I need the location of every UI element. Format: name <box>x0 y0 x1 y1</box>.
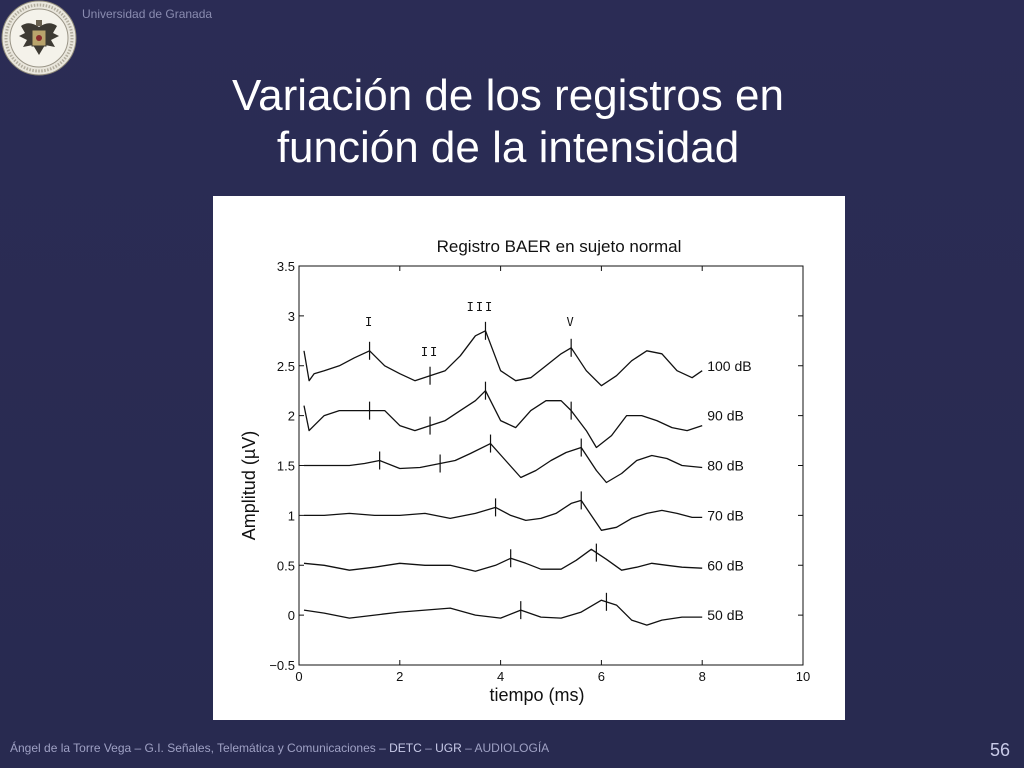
series-label: 70 dB <box>707 507 744 523</box>
footer-separator: – <box>421 741 436 755</box>
series-label: 50 dB <box>707 607 744 623</box>
trace-70-dB <box>304 499 703 531</box>
x-tick-label: 8 <box>699 669 706 684</box>
trace-60-dB <box>303 548 703 572</box>
trace-100-dB <box>303 330 703 387</box>
y-axis-label: Amplitud (µV) <box>239 431 259 540</box>
footer-course: AUDIOLOGÍA <box>474 741 550 755</box>
wave-label: I <box>365 315 374 329</box>
y-tick-label: 1.5 <box>277 459 295 474</box>
footer-credits: Ángel de la Torre Vega – G.I. Señales, T… <box>10 741 549 755</box>
series-label: 100 dB <box>707 358 751 374</box>
x-tick-label: 6 <box>598 669 605 684</box>
footer-author: Ángel de la Torre Vega <box>10 741 132 755</box>
trace-90-dB <box>303 390 703 449</box>
baer-chart-figure: −0.5 0 0.5 1 1.5 2 2.5 3 3.5 0 2 4 6 8 10 Registro BAER… <box>213 196 845 720</box>
footer-univ: UGR <box>435 741 462 755</box>
chart-title: Registro BAER en sujeto normal <box>437 237 682 256</box>
wave-label: V <box>567 315 576 329</box>
x-axis-label: tiempo (ms) <box>489 685 584 705</box>
slide-title: Variación de los registros en función de… <box>120 70 896 174</box>
slide-title-line-2: función de la intensidad <box>276 123 740 172</box>
x-tick-label: 0 <box>295 669 302 684</box>
x-tick-label: 10 <box>796 669 810 684</box>
y-tick-label: −0.5 <box>269 658 295 673</box>
wave-label: III <box>467 300 495 314</box>
footer-dept: DETC <box>389 741 422 755</box>
wave-label: II <box>421 345 439 359</box>
footer-separator: – <box>375 741 390 755</box>
y-tick-label: 3 <box>288 309 295 324</box>
page-number: 56 <box>989 740 1010 760</box>
y-tick-label: 0.5 <box>277 558 295 573</box>
x-tick-label: 2 <box>396 669 403 684</box>
trace-50-dB <box>303 599 703 626</box>
y-tick-label: 0 <box>288 608 295 623</box>
trace-80-dB <box>304 442 703 484</box>
footer-separator: – <box>131 741 145 755</box>
institution-name: Universidad de Granada <box>82 7 213 21</box>
series-label: 80 dB <box>707 458 744 474</box>
y-tick-label: 2 <box>288 409 295 424</box>
university-seal-logo <box>1 0 77 76</box>
footer-separator: – <box>461 741 475 755</box>
footer-group: G.I. Señales, Telemática y Comunicacione… <box>144 741 376 755</box>
slide-title-line-1: Variación de los registros en <box>232 71 784 120</box>
y-tick-label: 1 <box>288 508 295 523</box>
series-label: 90 dB <box>707 408 744 424</box>
series-label: 60 dB <box>707 557 744 573</box>
x-tick-label: 4 <box>497 669 504 684</box>
y-tick-label: 3.5 <box>277 259 295 274</box>
y-tick-label: 2.5 <box>277 359 295 374</box>
